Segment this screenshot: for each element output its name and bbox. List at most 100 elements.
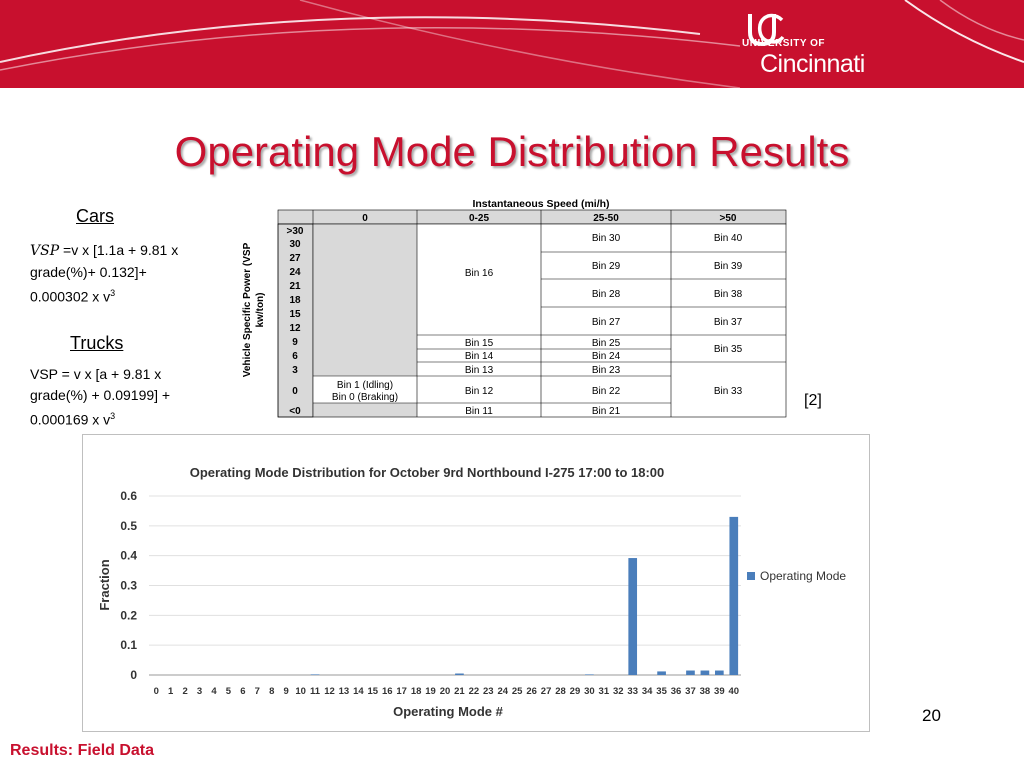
x-tick-label: 14 xyxy=(353,686,364,697)
x-tick-label: 23 xyxy=(483,686,494,697)
cars-formula-symbol: VSP xyxy=(30,243,60,259)
x-tick-label: 17 xyxy=(396,686,407,697)
x-tick-label: 9 xyxy=(284,686,289,697)
x-tick-label: 1 xyxy=(168,686,174,697)
x-tick-label: 7 xyxy=(255,686,260,697)
x-tick-label: 10 xyxy=(295,686,306,697)
x-tick-label: 11 xyxy=(310,686,321,697)
bar xyxy=(715,670,724,675)
bin-cell: Bin 33 xyxy=(714,386,743,397)
trucks-label: Trucks xyxy=(70,333,124,353)
col-header-speed-gt50: >50 xyxy=(720,213,737,224)
x-tick-label: 40 xyxy=(728,686,739,697)
table-vsp-axis-label-line2: kw/ton) xyxy=(255,293,266,328)
x-tick-label: 8 xyxy=(269,686,274,697)
trucks-formula-exponent: 3 xyxy=(110,411,116,421)
y-tick-label: 0.6 xyxy=(120,489,137,503)
cars-formula-line2: grade(%)+ 0.132]+ xyxy=(30,264,147,280)
bar xyxy=(310,674,320,675)
bin-cell: Bin 11 xyxy=(465,406,493,417)
x-tick-label: 13 xyxy=(339,686,350,697)
col-header-speed-25-50: 25-50 xyxy=(593,213,619,224)
x-tick-label: 38 xyxy=(700,686,711,697)
x-tick-label: 16 xyxy=(382,686,393,697)
bin-cell: Bin 40 xyxy=(714,233,743,244)
x-tick-label: 24 xyxy=(497,686,508,697)
x-tick-label: 0 xyxy=(154,686,159,697)
operating-mode-chart: Operating Mode Distribution for October … xyxy=(82,434,870,732)
trucks-formula-line1: VSP = v x [a + 9.81 x xyxy=(30,366,162,382)
vsp-row-label: 0 xyxy=(292,386,298,397)
vsp-bin-table: Instantaneous Speed (mi/h) 0 0-25 25-50 … xyxy=(242,198,787,418)
x-tick-label: 12 xyxy=(324,686,335,697)
x-tick-label: 2 xyxy=(182,686,187,697)
cars-formula-exponent: 3 xyxy=(110,288,116,298)
x-tick-label: 20 xyxy=(440,686,451,697)
x-tick-label: 3 xyxy=(197,686,202,697)
x-tick-label: 28 xyxy=(555,686,566,697)
bar xyxy=(700,670,710,675)
x-tick-label: 30 xyxy=(584,686,595,697)
vsp-row-label: >30 xyxy=(287,226,304,237)
bin-cell: Bin 1 (Idling) xyxy=(337,380,393,391)
vsp-row-label: 27 xyxy=(289,253,301,264)
bar xyxy=(729,516,739,675)
cars-formula-line1: =v x [1.1a + 9.81 x xyxy=(59,242,179,258)
cars-formula: VSP =v x [1.1a + 9.81 x grade(%)+ 0.132]… xyxy=(30,240,220,308)
bin-cell: Bin 13 xyxy=(465,365,494,376)
x-tick-label: 37 xyxy=(685,686,696,697)
bin-cell: Bin 25 xyxy=(592,338,621,349)
vsp-row-label: 15 xyxy=(289,309,301,320)
bar xyxy=(628,558,638,675)
y-tick-label: 0 xyxy=(130,668,137,682)
vsp-row-label: 18 xyxy=(289,295,301,306)
bin-cell: Bin 28 xyxy=(592,289,621,300)
bin-cell: Bin 23 xyxy=(592,365,621,376)
y-tick-label: 0.3 xyxy=(120,579,137,593)
x-tick-label: 18 xyxy=(411,686,422,697)
legend-label: Operating Mode xyxy=(760,569,846,583)
vsp-row-label: 6 xyxy=(292,351,298,362)
logo-cincinnati-text: Cincinnati xyxy=(760,50,865,78)
cars-label: Cars xyxy=(76,206,115,226)
x-tick-label: 29 xyxy=(570,686,581,697)
vsp-row-label: <0 xyxy=(289,406,301,417)
chart-y-axis-label: Fraction xyxy=(97,559,112,610)
bin-cell: Bin 37 xyxy=(714,317,743,328)
bin-cell: Bin 14 xyxy=(465,351,494,362)
bin-cell: Bin 38 xyxy=(714,289,743,300)
legend-swatch xyxy=(747,572,755,580)
bar xyxy=(455,673,464,675)
chart-title: Operating Mode Distribution for October … xyxy=(190,465,665,480)
x-tick-label: 22 xyxy=(469,686,480,697)
vsp-row-label: 21 xyxy=(289,281,301,292)
trucks-formula-line2: grade(%) + 0.09199] + xyxy=(30,387,171,403)
table-speed-header: Instantaneous Speed (mi/h) xyxy=(472,198,609,210)
y-tick-label: 0.5 xyxy=(120,519,137,533)
bin-cell: Bin 24 xyxy=(592,351,621,362)
trucks-formula-line3: 0.000169 x v xyxy=(30,411,111,428)
x-tick-label: 25 xyxy=(512,686,523,697)
trucks-formula: VSP = v x [a + 9.81 x grade(%) + 0.09199… xyxy=(30,364,220,431)
vsp-row-label: 12 xyxy=(289,323,301,334)
y-tick-label: 0.1 xyxy=(120,638,137,652)
chart-gridlines xyxy=(149,495,741,676)
x-tick-label: 26 xyxy=(526,686,537,697)
vsp-row-label: 3 xyxy=(292,365,298,376)
bin-cell: Bin 22 xyxy=(592,386,621,397)
x-tick-label: 32 xyxy=(613,686,624,697)
bin-cell: Bin 12 xyxy=(465,386,494,397)
bin-cell: Bin 30 xyxy=(592,233,621,244)
vsp-row-label: 24 xyxy=(289,267,301,278)
x-tick-label: 31 xyxy=(599,686,610,697)
bar xyxy=(585,674,594,675)
chart-svg: Operating Mode Distribution for October … xyxy=(97,465,846,719)
slide-title: Operating Mode Distribution Results xyxy=(174,128,850,175)
chart-x-axis-label: Operating Mode # xyxy=(393,704,504,719)
x-tick-label: 33 xyxy=(627,686,638,697)
x-tick-label: 36 xyxy=(671,686,682,697)
bar xyxy=(686,670,695,675)
bin-cell: Bin 0 (Braking) xyxy=(332,392,398,403)
bin-cell: Bin 21 xyxy=(592,406,621,417)
x-tick-label: 39 xyxy=(714,686,725,697)
